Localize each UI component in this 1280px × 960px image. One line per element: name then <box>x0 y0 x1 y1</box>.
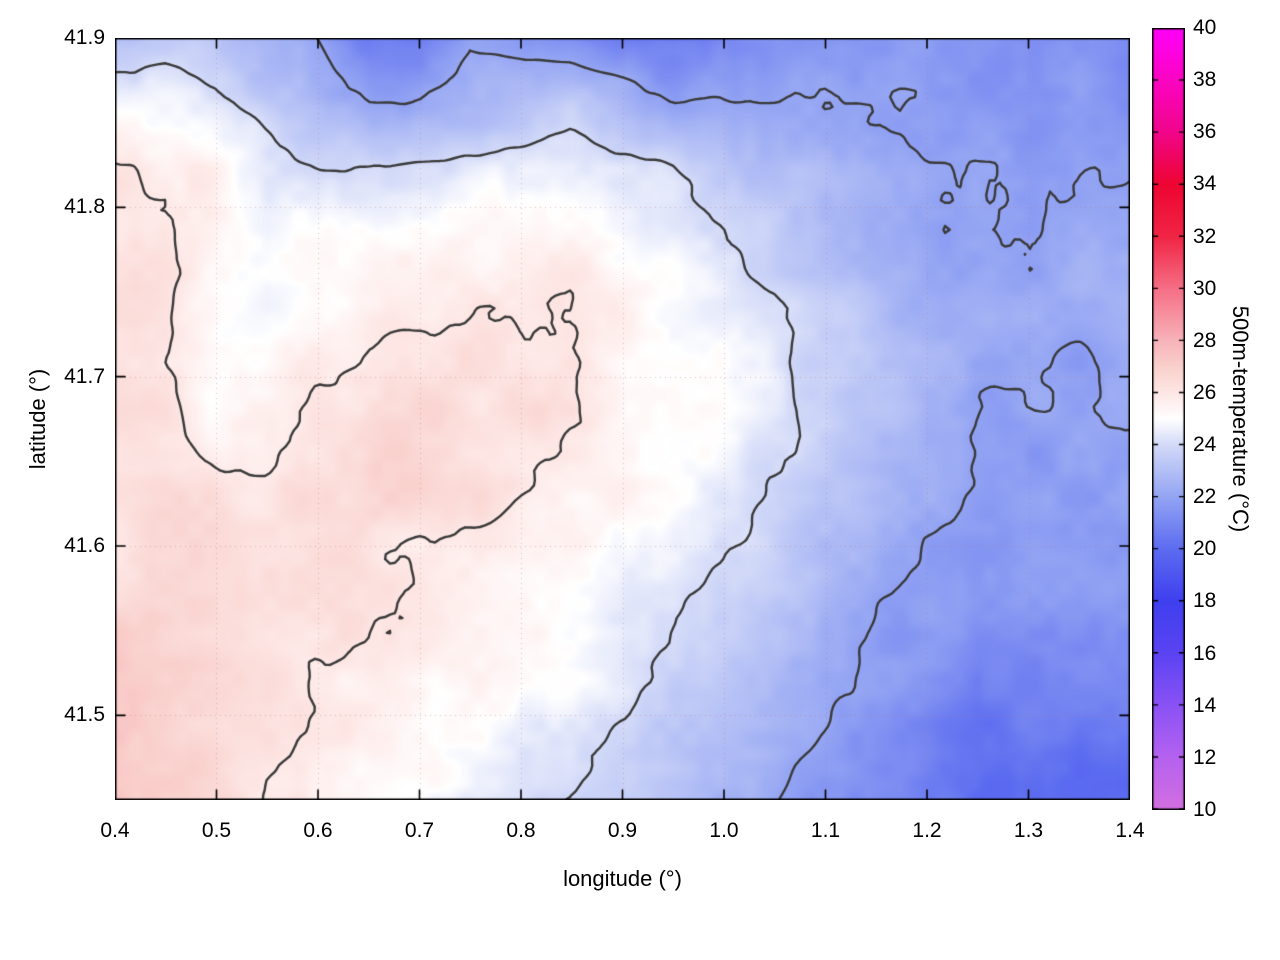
y-tick-label: 41.8 <box>64 195 105 219</box>
y-tick-label: 41.5 <box>64 703 105 727</box>
colorbar-tick-label: 20 <box>1193 537 1217 561</box>
y-tick-label: 41.7 <box>64 364 105 388</box>
colorbar-tick-label: 26 <box>1193 380 1217 404</box>
x-tick-label: 1.4 <box>1115 819 1145 842</box>
colorbar-tick-label: 34 <box>1193 172 1217 196</box>
colorbar <box>1152 28 1185 810</box>
colorbar-tick-label: 10 <box>1193 798 1217 821</box>
colorbar-tick-label: 40 <box>1193 16 1217 39</box>
x-tick-label: 0.6 <box>303 819 333 842</box>
x-tick-label: 0.9 <box>607 819 638 842</box>
colorbar-tick-label: 36 <box>1193 120 1217 144</box>
colorbar-tick-label: 28 <box>1193 328 1217 352</box>
x-tick-label: 1.2 <box>912 819 942 842</box>
colorbar-tick-label: 16 <box>1193 641 1217 665</box>
x-tick-label: 1.3 <box>1013 819 1044 842</box>
x-tick-label: 0.4 <box>100 819 130 842</box>
heatmap-canvas <box>115 38 1130 800</box>
x-tick-label: 1.1 <box>810 819 841 842</box>
colorbar-tick-label: 30 <box>1193 276 1217 300</box>
colorbar-label: 500m-temperature (°C) <box>1228 305 1253 533</box>
y-tick-label: 41.6 <box>64 534 105 557</box>
colorbar-tick-label: 32 <box>1193 224 1217 248</box>
colorbar-tick-label: 38 <box>1193 68 1217 92</box>
x-tick-label: 0.5 <box>201 819 232 842</box>
colorbar-tick-label: 22 <box>1193 485 1217 509</box>
colorbar-tick-label: 14 <box>1193 693 1217 717</box>
colorbar-tick-label: 12 <box>1193 745 1217 769</box>
x-tick-label: 1.0 <box>709 819 739 842</box>
y-tick-label: 41.9 <box>64 26 105 49</box>
x-tick-label: 0.7 <box>404 819 435 842</box>
x-tick-label: 0.8 <box>506 819 536 842</box>
colorbar-tick-label: 18 <box>1193 589 1217 613</box>
y-axis-label: latitude (°) <box>25 368 50 470</box>
colorbar-tick-label: 24 <box>1193 433 1217 457</box>
x-axis-label: longitude (°) <box>563 866 682 891</box>
